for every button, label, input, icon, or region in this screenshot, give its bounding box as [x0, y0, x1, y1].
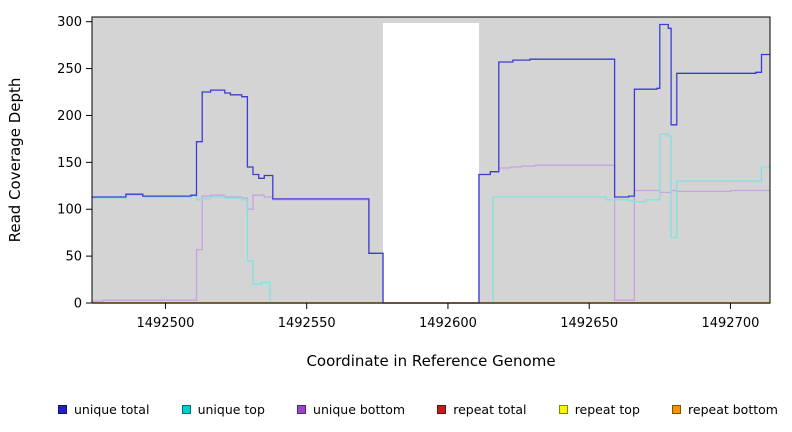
legend-label: repeat bottom	[688, 401, 778, 417]
y-axis-label: Read Coverage Depth	[6, 78, 24, 243]
coverage-gap-region	[382, 23, 480, 303]
legend-label: repeat total	[453, 401, 527, 417]
y-tick-label: 100	[57, 203, 82, 218]
legend-swatch-unique-top	[181, 404, 191, 414]
x-tick-label: 1492550	[278, 316, 336, 331]
legend-label: unique top	[197, 401, 265, 417]
y-tick-label: 300	[57, 15, 82, 30]
coverage-plot: 1492500 1492550 1492600 1492650 1492700 0 50 10…	[6, 15, 771, 370]
y-tick-label: 150	[57, 156, 82, 171]
legend-label: repeat top	[574, 401, 640, 417]
series-unique-top-line	[92, 133, 770, 304]
x-axis-label: Coordinate in Reference Genome	[306, 352, 555, 370]
legend-swatch-unique-bottom	[297, 404, 307, 414]
legend-item-repeat-top: repeat top	[558, 401, 640, 417]
legend-label: unique bottom	[313, 401, 406, 417]
legend-swatch-unique-total	[58, 404, 67, 414]
legend-swatch-repeat-top	[558, 404, 568, 414]
x-tick-label: 1492500	[136, 316, 194, 331]
y-tick-label: 200	[57, 109, 82, 124]
plot-border	[91, 16, 771, 304]
legend-swatch-repeat-total	[437, 404, 447, 414]
series-unique-total-line	[92, 23, 770, 304]
y-tick-label: 50	[65, 250, 82, 265]
legend-item-unique-total: unique total	[58, 402, 149, 417]
x-tick-label: 1492700	[701, 316, 759, 331]
legend-item-unique-top: unique top	[181, 401, 265, 417]
legend: unique total unique top unique bottom repea…	[0, 395, 792, 423]
y-tick-label: 0	[74, 297, 82, 312]
legend-item-repeat-bottom: repeat bottom	[672, 402, 778, 417]
y-tick-label: 250	[57, 62, 82, 77]
legend-item-repeat-total: repeat total	[437, 401, 527, 417]
x-tick-label: 1492600	[419, 316, 477, 331]
legend-label: unique total	[74, 401, 150, 417]
legend-swatch-repeat-bottom	[672, 404, 682, 414]
legend-item-unique-bottom: unique bottom	[297, 402, 405, 417]
x-tick-label: 1492650	[560, 316, 618, 331]
